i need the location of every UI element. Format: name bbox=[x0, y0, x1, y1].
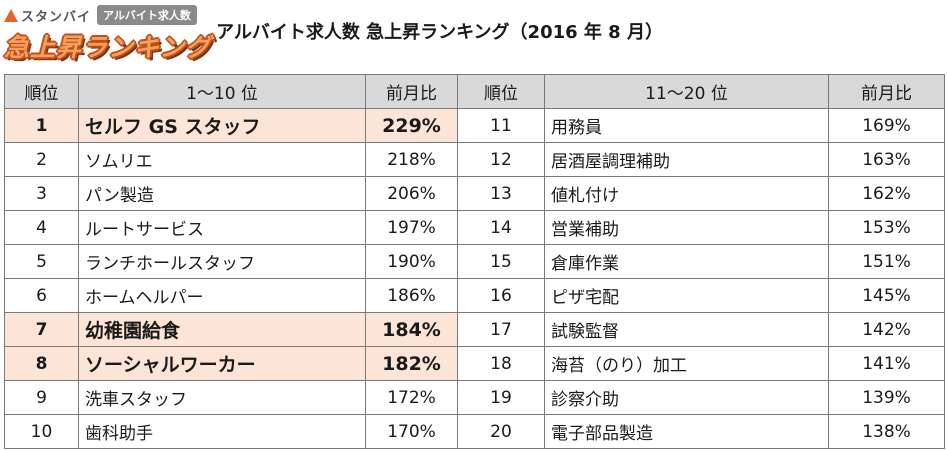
brand-name: スタンバイ bbox=[21, 9, 92, 25]
rank-cell: 17 bbox=[457, 312, 545, 347]
job-name-cell: 倉庫作業 bbox=[544, 244, 829, 279]
rank-cell: 19 bbox=[457, 380, 545, 415]
job-name-cell: 洗車スタッフ bbox=[78, 380, 366, 415]
table-row: 6 ホームヘルパー 186% 16 ピザ宅配 145% bbox=[4, 278, 945, 313]
category-badge: アルバイト求人数 bbox=[97, 5, 197, 25]
table-row: 1 セルフ GS スタッフ 229% 11 用務員 169% bbox=[4, 108, 945, 143]
job-name-cell: 歯科助手 bbox=[78, 414, 366, 449]
rank-cell: 14 bbox=[457, 210, 545, 245]
job-name-cell: 用務員 bbox=[544, 108, 829, 143]
rank-cell: 13 bbox=[457, 176, 545, 211]
ranking-table: 順位 1〜10 位 前月比 順位 11〜20 位 前月比 1 セルフ GS スタッ… bbox=[4, 74, 945, 449]
stanby-logo: スタンバイ アルバイト求人数 急上昇ランキング bbox=[4, 4, 210, 64]
logo-title: 急上昇ランキング bbox=[4, 33, 212, 62]
job-name-cell: 幼稚園給食 bbox=[78, 312, 366, 347]
table-header-row: 順位 1〜10 位 前月比 順位 11〜20 位 前月比 bbox=[4, 74, 945, 109]
job-name-cell: 値札付け bbox=[544, 176, 829, 211]
ratio-cell: 142% bbox=[828, 312, 945, 347]
table-row: 9 洗車スタッフ 172% 19 診察介助 139% bbox=[4, 380, 945, 415]
table-row: 8 ソーシャルワーカー 182% 18 海苔（のり）加工 141% bbox=[4, 346, 945, 381]
ratio-cell: 141% bbox=[828, 346, 945, 381]
table-row: 10 歯科助手 170% 20 電子部品製造 138% bbox=[4, 414, 945, 449]
rank-cell: 15 bbox=[457, 244, 545, 279]
job-name-cell: 診察介助 bbox=[544, 380, 829, 415]
job-name-cell: ルートサービス bbox=[78, 210, 366, 245]
ratio-cell: 170% bbox=[365, 414, 458, 449]
job-name-cell: 試験監督 bbox=[544, 312, 829, 347]
table-row: 4 ルートサービス 197% 14 営業補助 153% bbox=[4, 210, 945, 245]
job-name-cell: セルフ GS スタッフ bbox=[78, 108, 366, 143]
ratio-cell: 218% bbox=[365, 142, 458, 177]
rank-cell: 6 bbox=[4, 278, 79, 313]
job-name-cell: ソーシャルワーカー bbox=[78, 346, 366, 381]
rank-cell: 7 bbox=[4, 312, 79, 347]
ratio-cell: 162% bbox=[828, 176, 945, 211]
ratio-cell: 139% bbox=[828, 380, 945, 415]
ratio-cell: 186% bbox=[365, 278, 458, 313]
ratio-cell: 151% bbox=[828, 244, 945, 279]
ratio-cell: 169% bbox=[828, 108, 945, 143]
ratio-cell: 153% bbox=[828, 210, 945, 245]
rank-cell: 2 bbox=[4, 142, 79, 177]
header-rank-right: 順位 bbox=[457, 74, 545, 109]
ratio-cell: 172% bbox=[365, 380, 458, 415]
table-row: 5 ランチホールスタッフ 190% 15 倉庫作業 151% bbox=[4, 244, 945, 279]
page-title: アルバイト求人数 急上昇ランキング（2016 年 8 月） bbox=[216, 22, 663, 43]
job-name-cell: ランチホールスタッフ bbox=[78, 244, 366, 279]
rank-cell: 16 bbox=[457, 278, 545, 313]
job-name-cell: ホームヘルパー bbox=[78, 278, 366, 313]
ratio-cell: 206% bbox=[365, 176, 458, 211]
job-name-cell: ピザ宅配 bbox=[544, 278, 829, 313]
header-pct-right: 前月比 bbox=[828, 74, 945, 109]
brand-row: スタンバイ アルバイト求人数 bbox=[4, 5, 197, 25]
rank-cell: 8 bbox=[4, 346, 79, 381]
job-name-cell: 営業補助 bbox=[544, 210, 829, 245]
rank-cell: 5 bbox=[4, 244, 79, 279]
brand-triangle-icon bbox=[4, 8, 18, 22]
header: スタンバイ アルバイト求人数 急上昇ランキング アルバイト求人数 急上昇ランキン… bbox=[0, 0, 947, 72]
header-name-right: 11〜20 位 bbox=[544, 74, 829, 109]
job-name-cell: 居酒屋調理補助 bbox=[544, 142, 829, 177]
rank-cell: 11 bbox=[457, 108, 545, 143]
ratio-cell: 182% bbox=[365, 346, 458, 381]
rank-cell: 20 bbox=[457, 414, 545, 449]
ratio-cell: 184% bbox=[365, 312, 458, 347]
rank-cell: 4 bbox=[4, 210, 79, 245]
ratio-cell: 163% bbox=[828, 142, 945, 177]
table-row: 2 ソムリエ 218% 12 居酒屋調理補助 163% bbox=[4, 142, 945, 177]
rank-cell: 10 bbox=[4, 414, 79, 449]
header-rank-left: 順位 bbox=[4, 74, 79, 109]
table-row: 3 パン製造 206% 13 値札付け 162% bbox=[4, 176, 945, 211]
rank-cell: 3 bbox=[4, 176, 79, 211]
job-name-cell: ソムリエ bbox=[78, 142, 366, 177]
rank-cell: 1 bbox=[4, 108, 79, 143]
rank-cell: 12 bbox=[457, 142, 545, 177]
job-name-cell: パン製造 bbox=[78, 176, 366, 211]
ratio-cell: 190% bbox=[365, 244, 458, 279]
header-pct-left: 前月比 bbox=[365, 74, 458, 109]
rank-cell: 9 bbox=[4, 380, 79, 415]
table-row: 7 幼稚園給食 184% 17 試験監督 142% bbox=[4, 312, 945, 347]
rank-cell: 18 bbox=[457, 346, 545, 381]
ratio-cell: 145% bbox=[828, 278, 945, 313]
job-name-cell: 電子部品製造 bbox=[544, 414, 829, 449]
ratio-cell: 138% bbox=[828, 414, 945, 449]
ratio-cell: 197% bbox=[365, 210, 458, 245]
ratio-cell: 229% bbox=[365, 108, 458, 143]
header-name-left: 1〜10 位 bbox=[78, 74, 366, 109]
job-name-cell: 海苔（のり）加工 bbox=[544, 346, 829, 381]
